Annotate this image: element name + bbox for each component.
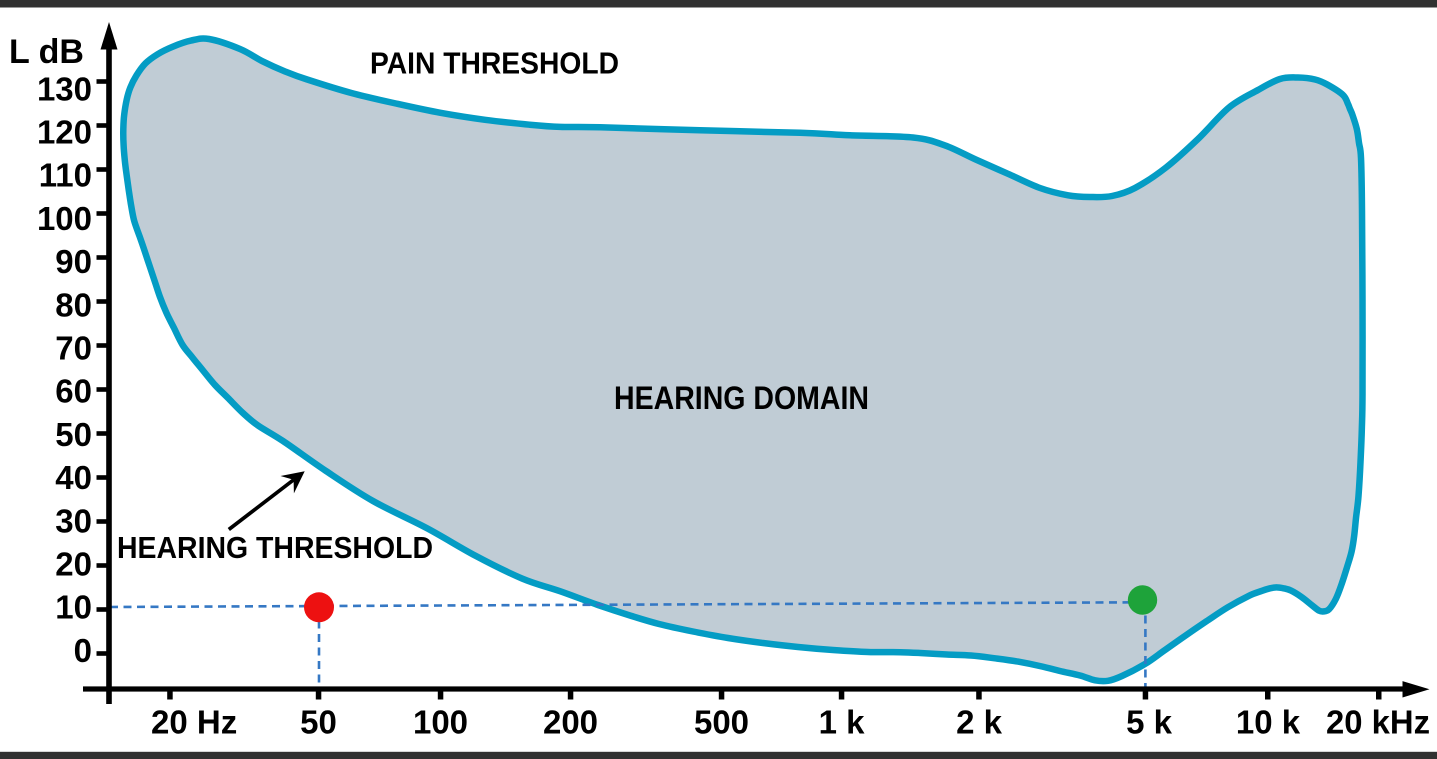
- svg-text:60: 60: [55, 373, 92, 410]
- svg-text:40: 40: [55, 459, 92, 496]
- svg-text:10 k: 10 k: [1236, 704, 1301, 741]
- svg-text:5 k: 5 k: [1126, 704, 1173, 741]
- svg-text:HEARING DOMAIN: HEARING DOMAIN: [614, 380, 869, 416]
- svg-text:70: 70: [55, 330, 92, 367]
- svg-text:0: 0: [74, 632, 92, 669]
- svg-text:10: 10: [55, 589, 92, 626]
- svg-text:50: 50: [300, 704, 337, 741]
- svg-text:1 k: 1 k: [819, 704, 866, 741]
- svg-text:2 k: 2 k: [956, 704, 1003, 741]
- svg-text:80: 80: [55, 286, 92, 323]
- svg-text:20 kHz: 20 kHz: [1326, 704, 1430, 741]
- svg-text:100: 100: [37, 200, 92, 237]
- svg-text:30: 30: [55, 502, 92, 539]
- svg-text:90: 90: [55, 243, 92, 280]
- svg-text:100: 100: [413, 704, 468, 741]
- svg-text:500: 500: [694, 704, 749, 741]
- svg-text:110: 110: [39, 157, 92, 194]
- svg-text:HEARING THRESHOLD: HEARING THRESHOLD: [117, 530, 433, 565]
- svg-text:L dB: L dB: [9, 33, 84, 71]
- svg-text:50: 50: [55, 416, 92, 453]
- svg-text:20 Hz: 20 Hz: [151, 704, 237, 741]
- svg-text:200: 200: [543, 704, 598, 741]
- svg-text:130: 130: [37, 70, 92, 107]
- svg-text:PAIN THRESHOLD: PAIN THRESHOLD: [370, 46, 619, 81]
- svg-text:20: 20: [55, 546, 92, 583]
- svg-text:120: 120: [37, 114, 92, 151]
